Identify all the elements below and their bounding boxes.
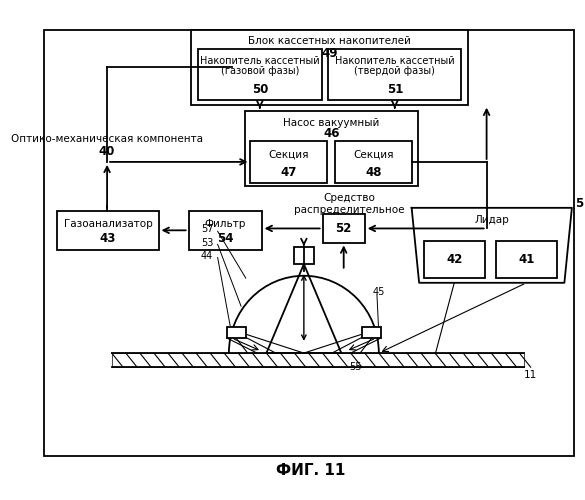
Text: распределительное: распределительное	[294, 204, 404, 214]
Bar	[322, 214, 365, 242]
Bar	[335, 142, 412, 182]
Bar	[294, 247, 314, 264]
Text: 55: 55	[349, 362, 362, 372]
Text: 57: 57	[201, 224, 214, 234]
Text: Газоанализатор: Газоанализатор	[64, 219, 152, 229]
Text: 52: 52	[336, 222, 352, 235]
Bar	[362, 327, 381, 338]
Text: 40: 40	[99, 145, 115, 158]
Text: 11: 11	[524, 370, 537, 380]
Text: Секция: Секция	[269, 150, 309, 160]
Bar	[191, 30, 468, 104]
Bar	[112, 353, 524, 367]
Bar	[245, 112, 418, 186]
Bar	[496, 240, 557, 278]
Text: 51: 51	[387, 84, 403, 96]
Text: (твердой фазы): (твердой фазы)	[355, 66, 435, 76]
Text: 47: 47	[281, 166, 297, 178]
Text: Блок кассетных накопителей: Блок кассетных накопителей	[248, 36, 411, 46]
Text: 5: 5	[575, 196, 583, 209]
Text: 50: 50	[252, 84, 268, 96]
Text: 41: 41	[518, 253, 535, 266]
Text: Средство: Средство	[323, 194, 375, 203]
Text: 48: 48	[365, 166, 381, 178]
Text: 53: 53	[201, 238, 213, 248]
Text: 44: 44	[201, 250, 213, 260]
Text: Лидар: Лидар	[474, 215, 509, 225]
Text: 49: 49	[321, 46, 338, 60]
Text: Насос вакуумный: Насос вакуумный	[283, 118, 380, 128]
Text: Накопитель кассетный: Накопитель кассетный	[335, 56, 455, 66]
Text: Фильтр: Фильтр	[205, 219, 246, 229]
Bar	[198, 48, 322, 100]
Bar	[250, 142, 327, 182]
Bar	[424, 240, 485, 278]
Bar	[188, 210, 261, 250]
Text: 43: 43	[100, 232, 116, 245]
Text: Секция: Секция	[353, 150, 394, 160]
Text: 45: 45	[373, 287, 385, 297]
Text: ФИГ. 11: ФИГ. 11	[276, 462, 345, 477]
Text: Накопитель кассетный: Накопитель кассетный	[200, 56, 319, 66]
Text: Оптико-механическая компонента: Оптико-механическая компонента	[11, 134, 203, 144]
Text: 42: 42	[446, 253, 463, 266]
Bar	[57, 210, 159, 250]
Text: 54: 54	[217, 232, 233, 245]
Text: (газовой фазы): (газовой фазы)	[221, 66, 299, 76]
Bar	[227, 327, 246, 338]
Text: 46: 46	[324, 128, 340, 140]
Bar	[328, 48, 462, 100]
